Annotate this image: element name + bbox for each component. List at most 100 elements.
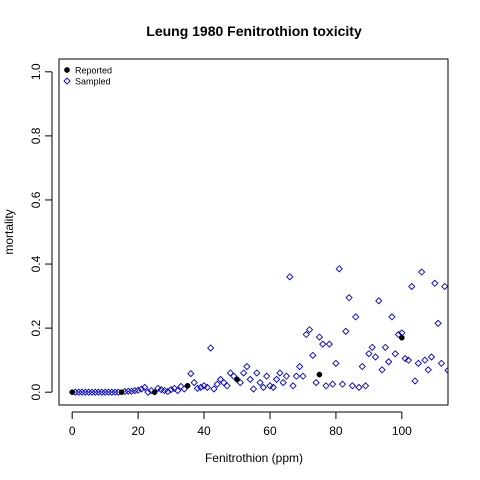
reported-point: [69, 389, 76, 396]
reported-point: [118, 389, 125, 396]
sampled-point: [272, 375, 281, 384]
plot-frame: [58, 58, 449, 406]
sampled-point: [388, 313, 396, 321]
sampled-point: [111, 388, 119, 396]
sampled-point: [137, 385, 146, 393]
sampled-point: [266, 382, 274, 390]
sampled-point: [322, 382, 330, 390]
sampled-point: [269, 383, 277, 392]
sampled-point: [91, 388, 99, 396]
sampled-point: [246, 375, 254, 384]
sampled-point: [434, 319, 442, 327]
sampled-point: [309, 351, 317, 359]
sampled-point: [210, 385, 218, 393]
sampled-point: [94, 388, 103, 396]
sampled-point: [279, 378, 287, 387]
y-tick-label: 0.8: [29, 127, 43, 144]
sampled-point: [253, 369, 261, 377]
sampled-point: [203, 383, 211, 392]
sampled-point: [319, 340, 327, 348]
sampled-point: [302, 330, 310, 339]
sampled-point: [88, 388, 96, 396]
y-tick-label: 0.4: [29, 255, 43, 272]
sampled-point: [141, 383, 149, 392]
reported-point: [316, 371, 323, 378]
sampled-point: [348, 382, 357, 390]
x-tick-label: 80: [329, 424, 343, 438]
sampled-point: [378, 366, 386, 374]
sampled-point: [371, 353, 380, 361]
sampled-point: [292, 372, 300, 380]
y-axis-label: mortality: [2, 209, 16, 254]
sampled-point: [78, 388, 86, 396]
sampled-point: [213, 380, 221, 388]
sampled-point: [338, 380, 347, 388]
sampled-point: [417, 268, 426, 276]
sampled-point: [104, 388, 113, 396]
y-tick-label: 0.2: [29, 319, 43, 336]
sampled-point: [170, 384, 179, 392]
sampled-point: [98, 388, 106, 396]
x-tick-label: 20: [131, 424, 145, 438]
sampled-point: [441, 282, 448, 291]
sampled-point: [263, 372, 271, 380]
sampled-point: [177, 382, 185, 391]
legend-label: Sampled: [75, 77, 111, 87]
sampled-point: [361, 382, 370, 390]
data-points: [69, 265, 448, 396]
sampled-point: [352, 313, 360, 321]
legend-reported-marker: [64, 67, 70, 73]
sampled-point: [190, 378, 198, 387]
sampled-point: [286, 273, 294, 281]
sampled-point: [101, 388, 109, 396]
sampled-point: [358, 362, 366, 371]
sampled-point: [296, 362, 304, 371]
sampled-point: [75, 388, 83, 396]
sampled-point: [332, 359, 340, 367]
reported-point: [234, 376, 240, 383]
sampled-point: [108, 388, 116, 396]
sampled-point: [424, 366, 432, 374]
sampled-point: [134, 386, 142, 394]
x-axis: 0 20 40 60 80 100: [69, 411, 412, 438]
x-tick-label: 100: [392, 424, 412, 438]
y-axis: 0.0 0.2 0.4 0.6 0.8 1.0: [29, 63, 53, 401]
sampled-point: [124, 387, 132, 395]
legend-sampled-marker: [63, 77, 71, 85]
sampled-point: [276, 369, 284, 377]
sampled-point: [85, 388, 93, 396]
reported-point: [151, 389, 158, 396]
sampled-point: [249, 385, 258, 393]
sampled-point: [174, 386, 182, 395]
sampled-point: [408, 282, 416, 291]
sampled-point: [342, 327, 350, 335]
sampled-point: [81, 388, 90, 396]
sampled-point: [365, 350, 373, 358]
sampled-point: [193, 384, 202, 392]
sampled-point: [207, 344, 215, 352]
sampled-point: [381, 343, 390, 351]
sampled-point: [299, 372, 307, 380]
sampled-point: [200, 382, 208, 390]
y-tick-label: 0.0: [29, 384, 43, 401]
sampled-point: [421, 356, 429, 364]
sampled-point: [431, 279, 439, 287]
sampled-point: [223, 382, 231, 390]
sampled-point: [355, 383, 363, 392]
sampled-point: [164, 387, 172, 396]
sampled-point: [328, 380, 337, 388]
sampled-point: [427, 353, 436, 361]
sampled-point: [335, 265, 343, 273]
sampled-point: [187, 369, 195, 378]
sampled-point: [131, 386, 139, 395]
sampled-point: [305, 326, 314, 334]
sampled-point: [385, 358, 393, 366]
sampled-point: [147, 386, 155, 395]
sampled-point: [391, 350, 399, 358]
sampled-point: [394, 330, 403, 339]
x-tick-label: 40: [197, 424, 211, 438]
sampled-point: [404, 356, 413, 364]
sampled-point: [315, 333, 324, 341]
